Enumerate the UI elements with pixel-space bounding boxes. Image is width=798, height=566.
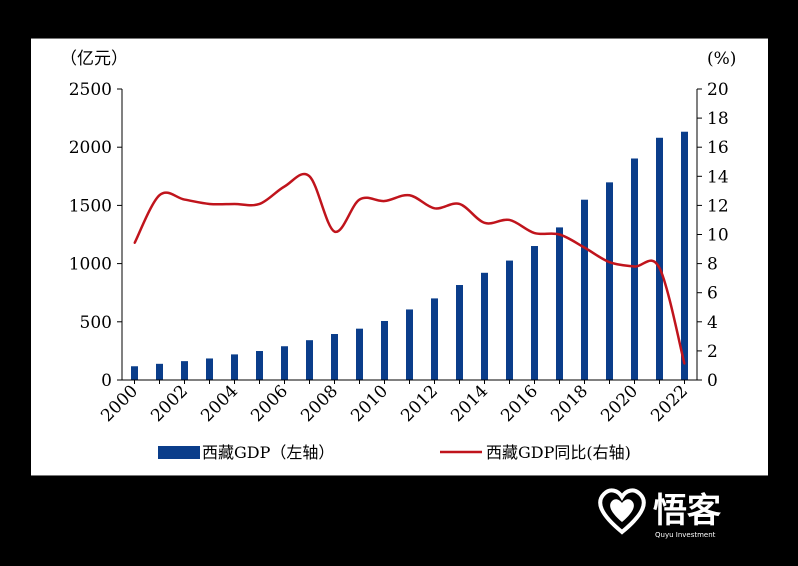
- y-right-tick-label: 6: [707, 284, 718, 304]
- bar-2001: [156, 363, 163, 380]
- bar-2021: [656, 137, 663, 380]
- legend-label-gdp: 西藏GDP（左轴）: [202, 443, 334, 462]
- axes-layer: [117, 88, 702, 384]
- growth-point-2021: [658, 267, 661, 269]
- y-right-tick-label: 12: [707, 196, 729, 216]
- bar-2013: [456, 285, 463, 380]
- bar-2020: [631, 158, 638, 380]
- growth-point-2005: [258, 203, 261, 205]
- y-right-tick-label: 14: [707, 167, 729, 187]
- y-left-unit-label: （亿元）: [60, 49, 128, 69]
- growth-point-2020: [633, 265, 636, 268]
- bar-2004: [231, 354, 238, 380]
- legend-swatch-gdp: [158, 446, 200, 459]
- growth-point-2018: [583, 246, 586, 249]
- growth-point-2012: [433, 207, 436, 210]
- growth-point-2001: [158, 194, 161, 197]
- bar-2002: [181, 361, 188, 380]
- growth-point-2013: [458, 203, 461, 205]
- bar-2014: [481, 272, 488, 380]
- y-right-tick-label: 2: [707, 342, 718, 362]
- bar-2017: [556, 227, 563, 380]
- growth-point-2016: [533, 232, 536, 234]
- bar-2011: [406, 309, 413, 380]
- y-left-tick-label: 1500: [69, 196, 112, 216]
- legend: 西藏GDP（左轴） 西藏GDP同比(右轴): [158, 443, 631, 462]
- y-right-tick-label: 16: [707, 138, 729, 158]
- y-right-tick-label: 10: [707, 226, 729, 246]
- line-layer: [133, 172, 686, 365]
- growth-point-2000: [133, 242, 136, 245]
- growth-point-2008: [333, 230, 336, 233]
- heart-icon: [598, 488, 646, 535]
- growth-point-2010: [383, 200, 386, 202]
- growth-point-2019: [608, 261, 611, 263]
- bar-2000: [131, 366, 138, 380]
- y-right-tick-label: 20: [707, 80, 729, 100]
- y-right-tick-label: 8: [707, 255, 718, 275]
- bar-2022: [681, 131, 688, 380]
- bar-2019: [606, 182, 613, 380]
- watermark: 悟客 Quyu Investment: [598, 488, 721, 539]
- growth-point-2007: [308, 175, 311, 178]
- y-left-tick-label: 500: [80, 313, 112, 333]
- chart-panel: [31, 38, 768, 476]
- y-left-tick-label: 2500: [69, 80, 112, 100]
- y-right-unit-label: (%): [707, 49, 736, 69]
- bars-layer: [131, 131, 688, 380]
- watermark-subtext: Quyu Investment: [655, 531, 716, 539]
- bar-2016: [531, 246, 538, 380]
- bar-2005: [256, 351, 263, 380]
- y-left-tick-label: 1000: [69, 255, 112, 275]
- growth-point-2002: [183, 198, 186, 201]
- y-left-tick-label: 0: [101, 371, 112, 391]
- legend-label-growth: 西藏GDP同比(右轴): [486, 443, 631, 462]
- growth-point-2014: [483, 222, 486, 224]
- bar-2015: [506, 260, 513, 380]
- bar-2009: [356, 328, 363, 380]
- bar-2008: [331, 334, 338, 380]
- growth-point-2006: [283, 185, 286, 188]
- bar-2006: [281, 346, 288, 380]
- bar-2010: [381, 320, 388, 380]
- y-right-tick-label: 18: [707, 109, 729, 129]
- bar-2003: [206, 358, 213, 380]
- bar-2007: [306, 340, 313, 380]
- y-left-tick-label: 2000: [69, 138, 112, 158]
- growth-point-2022: [683, 363, 686, 365]
- y-right-tick-label: 0: [707, 371, 718, 391]
- y-right-tick-label: 4: [707, 313, 718, 333]
- growth-point-2011: [408, 194, 411, 197]
- bar-2018: [581, 199, 588, 380]
- growth-point-2003: [208, 203, 211, 205]
- growth-point-2017: [558, 233, 561, 236]
- growth-point-2015: [508, 219, 511, 221]
- growth-point-2009: [358, 198, 361, 201]
- bar-2012: [431, 298, 438, 380]
- growth-point-2004: [233, 203, 236, 205]
- watermark-text: 悟客: [653, 491, 721, 531]
